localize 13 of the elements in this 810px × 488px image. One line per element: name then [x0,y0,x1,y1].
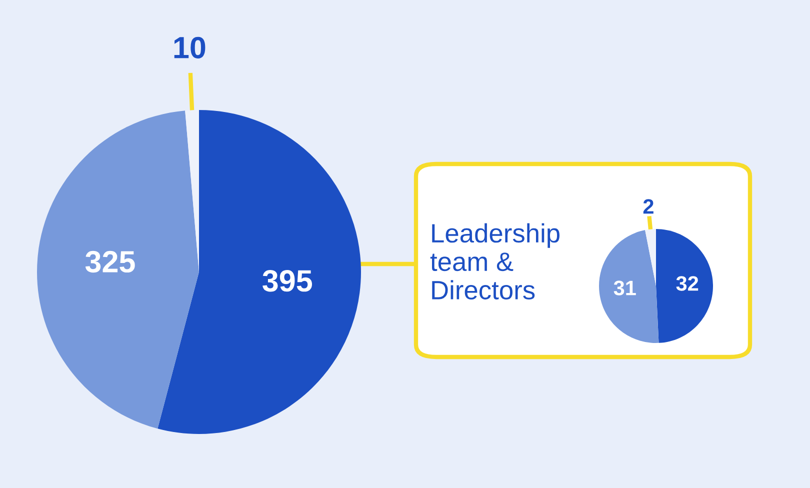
data-label: 395 [262,270,312,292]
pie-slice [599,230,659,343]
data-label: 325 [85,250,135,273]
text: Leadership team & Directors [430,223,560,300]
data-label: 10 [174,36,206,58]
pie-slice [656,229,713,343]
pie-slice [37,110,199,429]
pie-slice [645,229,656,286]
data-label: 2 [643,199,654,214]
data-label: 31 [614,280,636,296]
pie-slice [158,110,361,434]
pie-slice [185,110,199,272]
data-label: 32 [676,276,698,291]
